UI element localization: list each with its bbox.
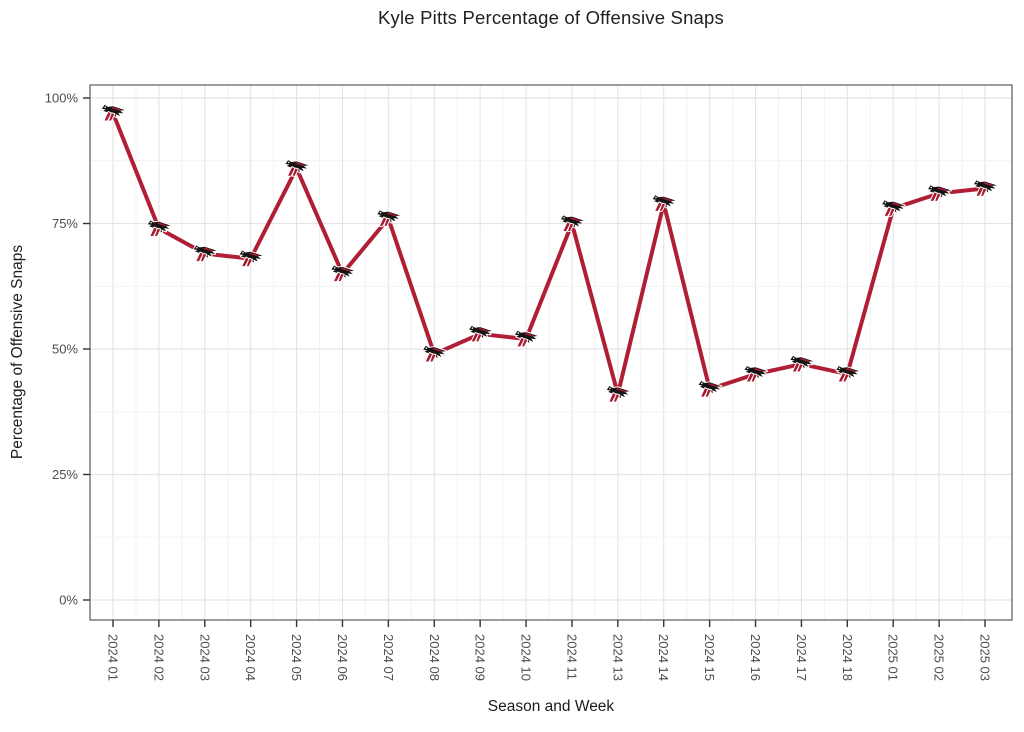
y-tick-label: 25% [52,467,78,482]
x-tick-label: 2024 09 [473,634,488,681]
x-tick-label: 2024 17 [794,634,809,681]
gridlines [90,85,1012,620]
x-tick-label: 2024 06 [335,634,350,681]
x-tick-label: 2024 08 [427,634,442,681]
x-tick-label: 2024 04 [243,634,258,681]
x-tick-label: 2024 11 [564,634,579,680]
axis-tick-marks [83,97,986,627]
x-tick-label: 2024 03 [197,634,212,681]
x-tick-label: 2024 10 [519,634,534,681]
x-tick-label: 2025 01 [886,634,901,681]
x-tick-label: 2024 07 [381,634,396,681]
chart-title: Kyle Pitts Percentage of Offensive Snaps [378,7,724,28]
x-tick-label: 2025 02 [932,634,947,681]
x-tick-label: 2024 16 [748,634,763,681]
x-tick-labels: 2024 01 2024 02 2024 03 2024 04 2024 05 2024 … [106,634,993,681]
x-tick-label: 2025 03 [978,634,993,681]
x-axis-title: Season and Week [487,698,615,715]
x-tick-label: 2024 05 [289,634,304,681]
x-tick-label: 2024 15 [702,634,717,681]
x-tick-label: 2024 14 [656,634,671,681]
y-axis-title: Percentage of Offensive Snaps [9,244,26,460]
x-tick-label: 2024 02 [151,634,166,681]
x-tick-label: 2024 13 [610,634,625,681]
y-tick-label: 75% [52,216,78,231]
data-series [100,103,998,403]
y-tick-labels: 0% 25% 50% 75% 100% [45,91,79,608]
y-tick-label: 50% [52,342,78,357]
y-tick-label: 0% [59,593,78,608]
x-tick-label: 2024 01 [106,634,121,681]
y-tick-label: 100% [45,91,79,106]
x-tick-label: 2024 18 [840,634,855,681]
panel-border [89,84,1013,621]
